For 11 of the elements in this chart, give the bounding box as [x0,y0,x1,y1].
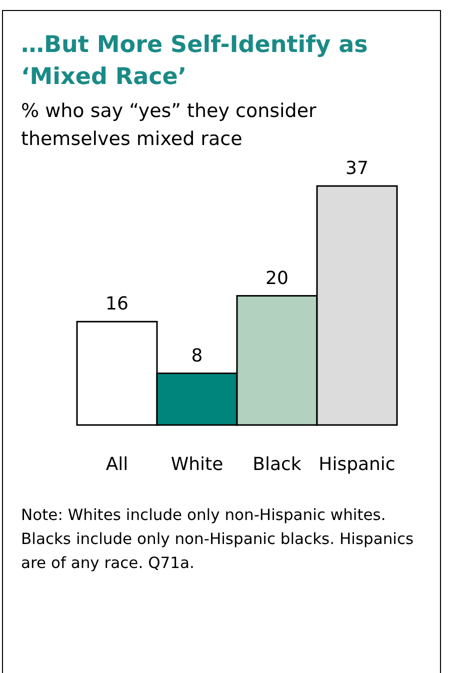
x-tick-label: White [170,454,224,475]
chart-subtitle: % who say “yes” they consider themselves mixed race [21,99,318,152]
x-tick-label: Hispanic [318,454,396,475]
x-tick-label: All [106,454,128,475]
text: Note: Whites include only non-Hispanic whites. Blacks include only non-Hispanic blacks. Hispanics are of any race. Q71a. [21,505,415,574]
data-label: 20 [266,268,288,289]
data-label: 16 [106,294,128,315]
data-label: 37 [346,158,368,179]
chart-title: …But More Self-Identify as ‘Mixed Race’ [21,31,369,92]
x-tick-label: Black [252,454,302,475]
data-label: 8 [191,345,203,366]
